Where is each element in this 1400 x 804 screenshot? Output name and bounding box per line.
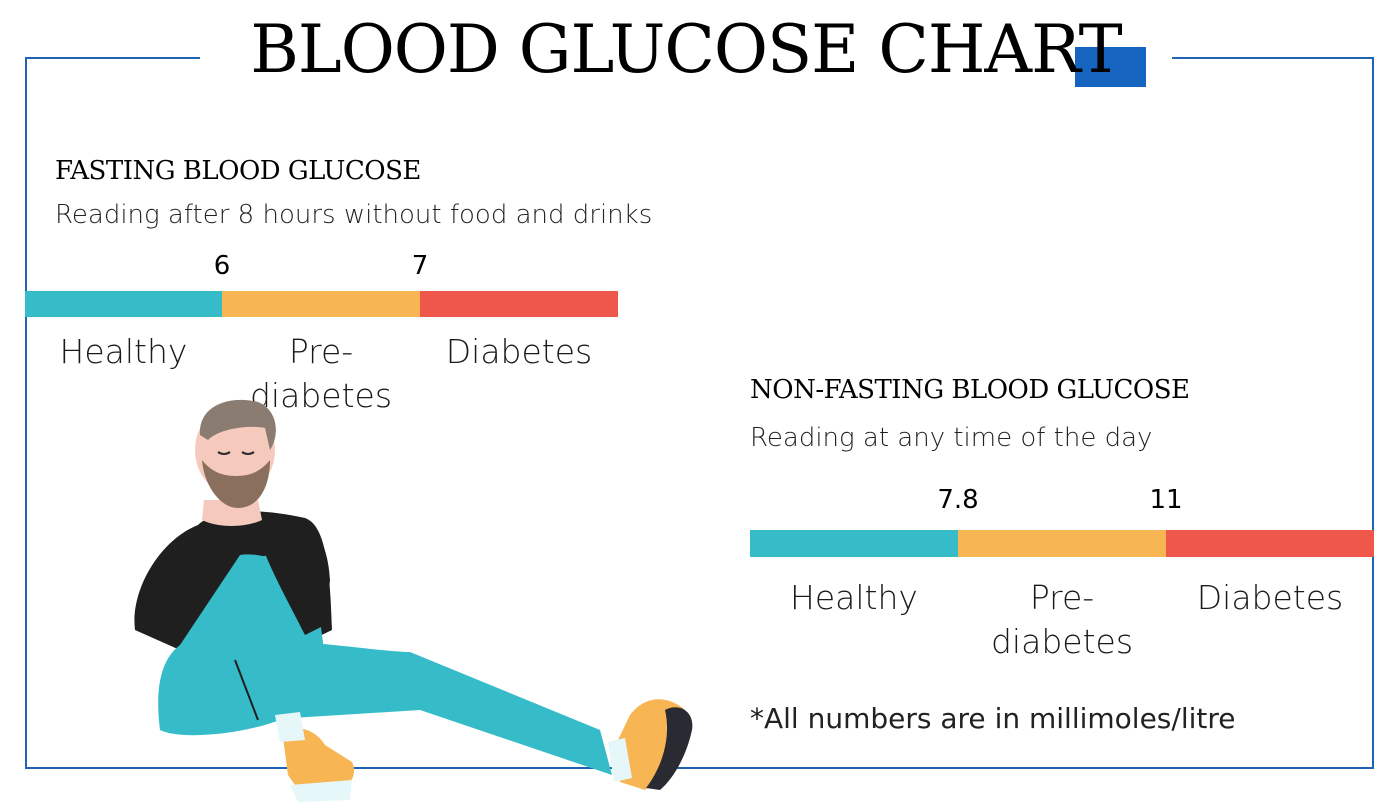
arm <box>260 518 330 635</box>
non-fasting-healthy-segment <box>750 530 958 557</box>
fasting-heading: FASTING BLOOD GLUCOSE <box>55 156 421 186</box>
fasting-label-prediabetes-line1: Pre- <box>288 332 354 371</box>
fasting-threshold-1: 6 <box>213 251 231 281</box>
back-leg <box>240 640 612 775</box>
fasting-threshold-2: 7 <box>411 251 429 281</box>
non-fasting-label-prediabetes-line1: Pre- <box>1029 578 1095 617</box>
non-fasting-threshold-1: 7.8 <box>937 485 979 515</box>
left-shoe-sole <box>290 780 352 802</box>
left-sock <box>275 712 305 742</box>
non-fasting-label-prediabetes: Pre- diabetes <box>958 576 1166 664</box>
closed-eyes-icon <box>217 451 255 455</box>
fasting-range-bar <box>25 291 618 317</box>
page-title: BLOOD GLUCOSE CHART <box>250 11 1122 88</box>
front-leg-thigh <box>185 555 270 665</box>
beard <box>202 460 270 508</box>
fasting-prediabetes-segment <box>222 291 420 317</box>
non-fasting-label-healthy: Healthy <box>790 578 918 617</box>
non-fasting-heading: NON-FASTING BLOOD GLUCOSE <box>750 375 1190 405</box>
non-fasting-range-bar <box>750 530 1374 557</box>
non-fasting-label-prediabetes-line2: diabetes <box>990 622 1134 661</box>
units-footnote: *All numbers are in millimoles/litre <box>750 702 1236 735</box>
fasting-label-diabetes: Diabetes <box>445 332 593 371</box>
fasting-label-prediabetes-line2: diabetes <box>249 376 393 415</box>
non-fasting-threshold-2: 11 <box>1149 485 1183 515</box>
hair <box>199 399 276 450</box>
man-sitting-illustration <box>134 399 693 802</box>
non-fasting-label-diabetes: Diabetes <box>1196 578 1344 617</box>
left-shoe <box>282 727 355 792</box>
fasting-diabetes-segment <box>420 291 618 317</box>
fasting-subtitle: Reading after 8 hours without food and d… <box>55 200 653 230</box>
title-accent-block <box>1075 47 1146 87</box>
non-fasting-prediabetes-segment <box>958 530 1166 557</box>
front-leg <box>158 554 328 736</box>
non-fasting-diabetes-segment <box>1166 530 1374 557</box>
right-sock <box>608 738 632 782</box>
fasting-label-healthy: Healthy <box>59 332 188 371</box>
leg-crease <box>234 659 259 721</box>
right-shoe-sole <box>646 707 693 790</box>
non-fasting-subtitle: Reading at any time of the day <box>750 423 1153 453</box>
title-mask <box>200 40 1172 80</box>
fasting-healthy-segment <box>25 291 222 317</box>
fasting-label-prediabetes: Pre- diabetes <box>222 330 420 418</box>
